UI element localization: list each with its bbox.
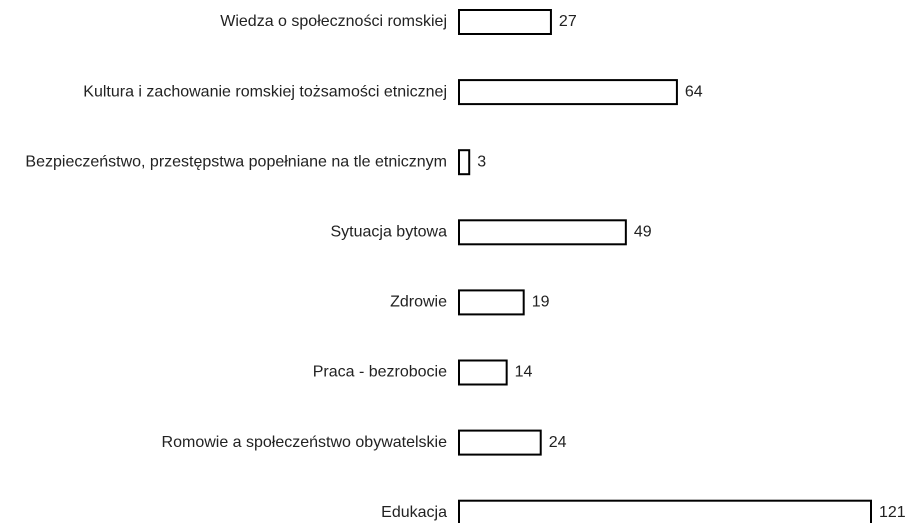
value-label: 121: [879, 504, 906, 521]
value-label: 19: [532, 294, 550, 311]
category-label: Praca - bezrobocie: [313, 364, 447, 381]
value-label: 24: [549, 434, 567, 451]
category-label: Wiedza o społeczności romskiej: [220, 13, 447, 30]
category-label: Zdrowie: [390, 294, 447, 311]
bar: [458, 219, 627, 246]
bar: [458, 289, 525, 316]
category-label: Bezpieczeństwo, przestępstwa popełniane …: [25, 153, 447, 170]
value-label: 49: [634, 224, 652, 241]
value-label: 64: [685, 83, 703, 100]
value-label: 14: [515, 364, 533, 381]
bar: [458, 429, 542, 456]
bar: [458, 9, 552, 35]
bar: [458, 499, 872, 523]
category-label: Kultura i zachowanie romskiej tożsamości…: [83, 83, 447, 100]
bar: [458, 359, 508, 386]
value-label: 27: [559, 13, 577, 30]
category-label: Edukacja: [381, 504, 447, 521]
category-label: Sytuacja bytowa: [330, 224, 447, 241]
value-label: 3: [477, 153, 486, 170]
bar: [458, 149, 471, 176]
bar: [458, 79, 678, 106]
category-label: Romowie a społeczeństwo obywatelskie: [162, 434, 448, 451]
